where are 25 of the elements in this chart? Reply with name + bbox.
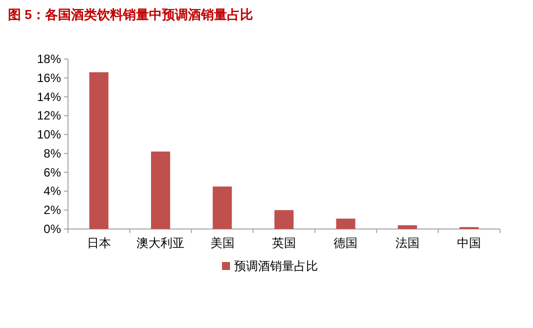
y-tick-label: 4% <box>44 184 62 198</box>
bar <box>212 186 232 229</box>
y-tick-label: 16% <box>36 70 62 85</box>
y-tick-label: 12% <box>36 108 62 123</box>
legend-label: 预调酒销量占比 <box>234 259 318 273</box>
chart-title: 图 5：各国酒类饮料销量中预调酒销量占比 <box>8 7 253 22</box>
x-tick-label: 美国 <box>210 236 234 250</box>
x-tick-label: 澳大利亚 <box>136 236 185 250</box>
y-tick-label: 2% <box>44 203 62 218</box>
x-tick-label: 中国 <box>457 236 482 250</box>
y-tick-label: 18% <box>36 52 62 66</box>
bar <box>398 225 417 229</box>
x-tick-label: 英国 <box>272 236 296 250</box>
bar <box>274 210 294 229</box>
x-tick-label: 德国 <box>334 236 358 250</box>
y-tick-label: 10% <box>36 128 62 142</box>
bar <box>151 152 170 229</box>
x-tick-label: 法国 <box>395 236 420 250</box>
y-tick-label: 14% <box>36 90 62 104</box>
y-tick-label: 0% <box>44 222 62 236</box>
x-tick-label: 日本 <box>86 236 111 250</box>
bar <box>89 72 108 229</box>
y-tick-label: 6% <box>44 165 62 180</box>
y-tick-label: 8% <box>44 146 62 160</box>
bar <box>336 218 356 229</box>
